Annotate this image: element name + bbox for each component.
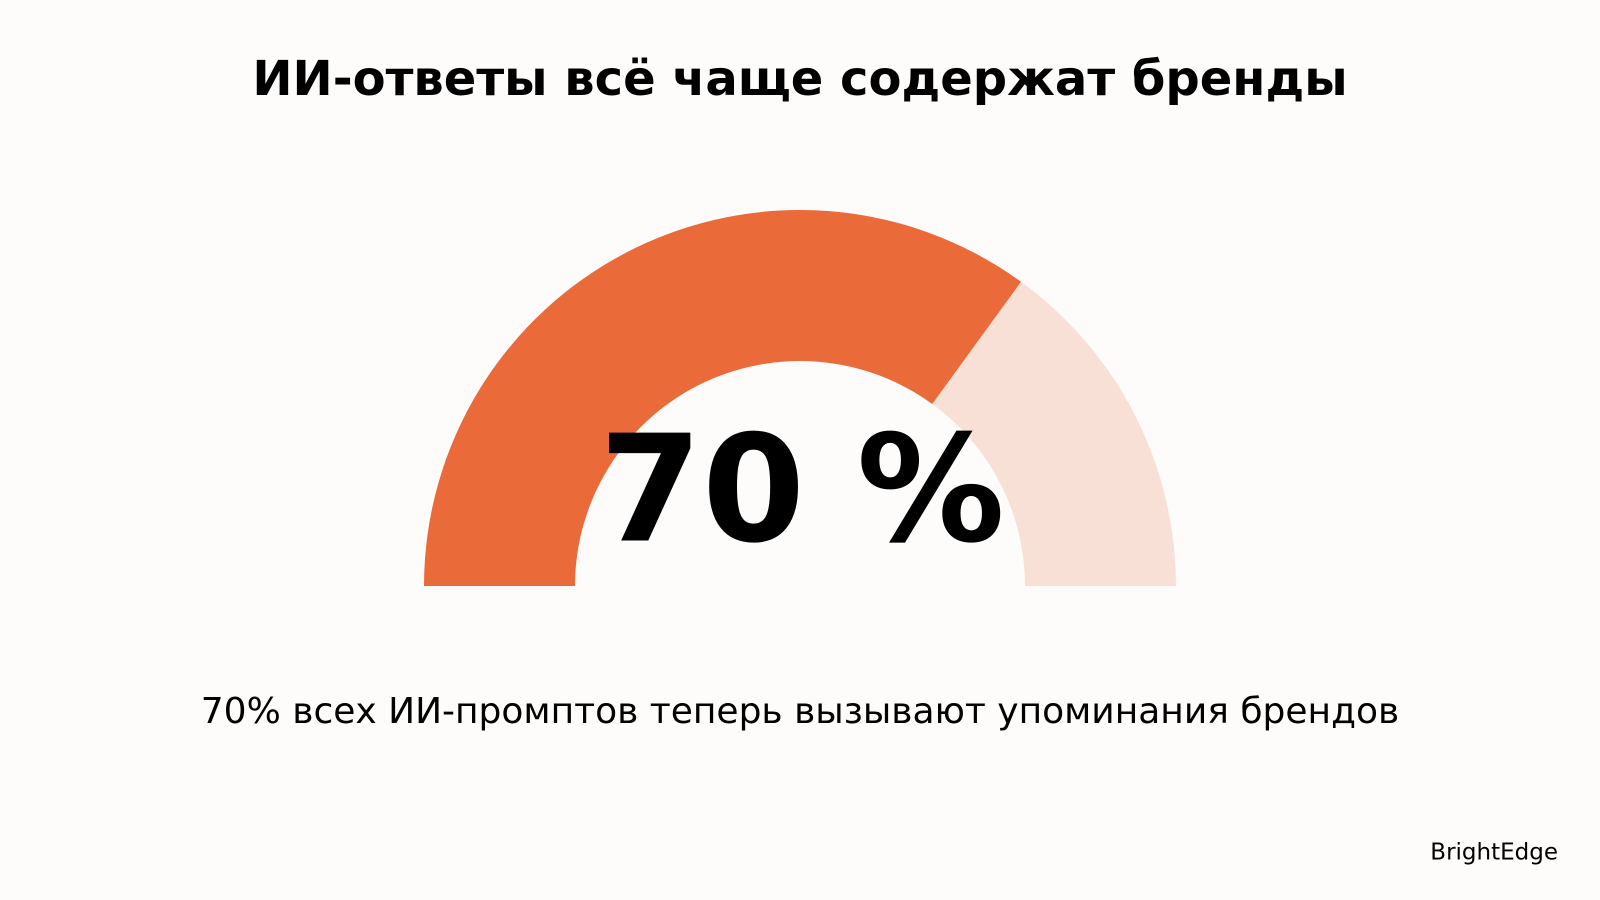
gauge-value	[424, 210, 1022, 587]
chart-title: ИИ-ответы всё чаще содержат бренды	[252, 51, 1347, 107]
source: BrightEdge	[1430, 840, 1558, 866]
gauge-track	[932, 281, 1176, 586]
description: 70% всех ИИ-промптов теперь вызывают упо…	[201, 691, 1399, 732]
value-label: 70 %	[599, 404, 1005, 576]
